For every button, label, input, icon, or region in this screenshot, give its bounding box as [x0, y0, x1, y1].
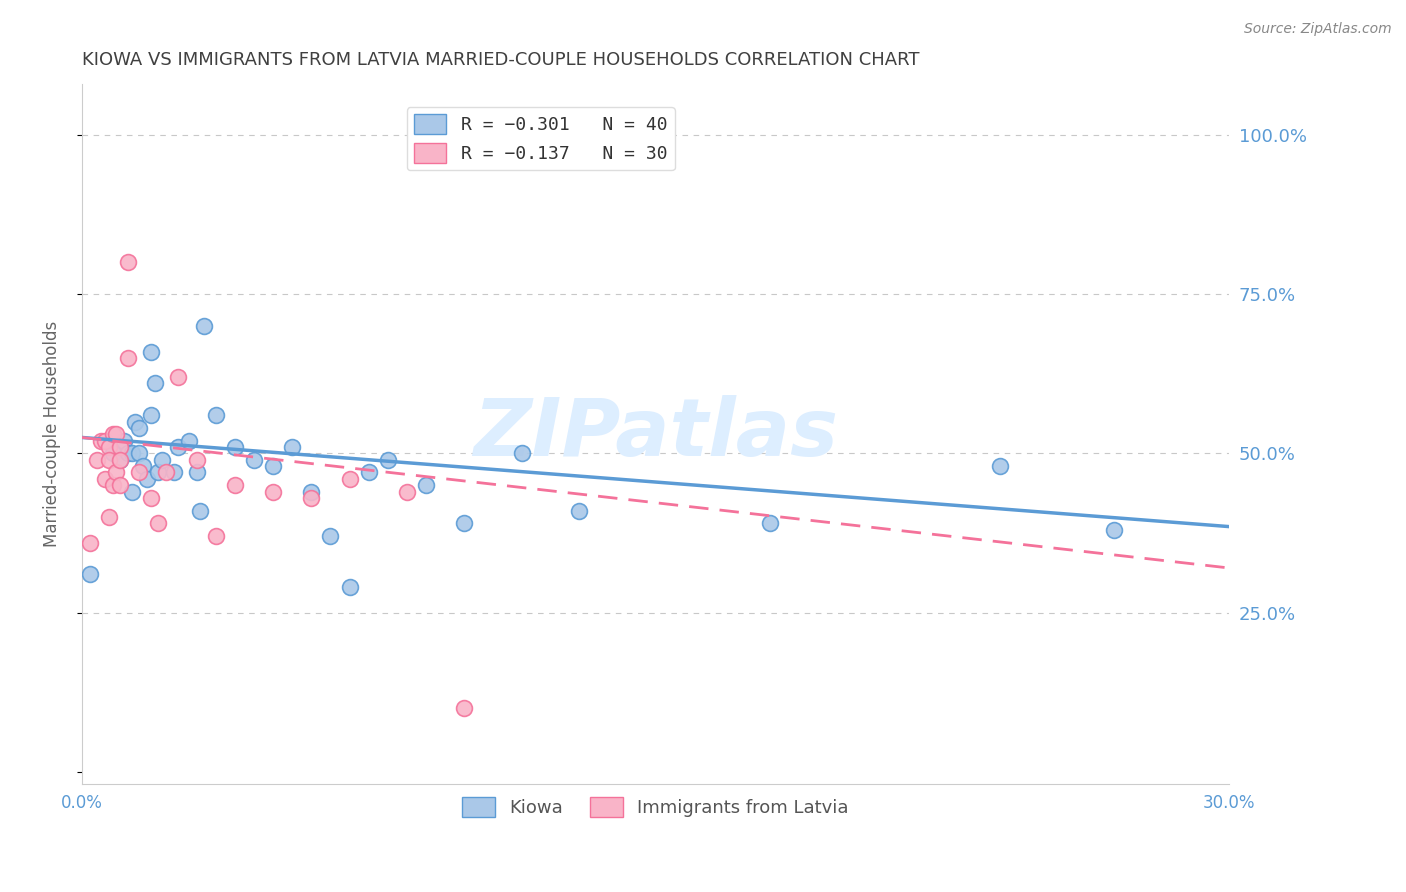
Point: [204, 529, 226, 543]
Point: [90, 434, 112, 448]
Point: [319, 529, 342, 543]
Point: [177, 434, 200, 448]
Point: [759, 516, 782, 531]
Point: [357, 466, 380, 480]
Point: [108, 452, 131, 467]
Point: [108, 452, 131, 467]
Text: Source: ZipAtlas.com: Source: ZipAtlas.com: [1244, 22, 1392, 37]
Point: [262, 484, 284, 499]
Point: [117, 255, 139, 269]
Point: [243, 452, 266, 467]
Point: [166, 370, 188, 384]
Point: [339, 580, 361, 594]
Point: [105, 466, 128, 480]
Point: [101, 427, 124, 442]
Point: [97, 452, 120, 467]
Point: [224, 478, 246, 492]
Point: [139, 408, 162, 422]
Point: [132, 459, 155, 474]
Point: [568, 504, 591, 518]
Point: [128, 446, 150, 460]
Point: [150, 452, 173, 467]
Point: [395, 484, 418, 499]
Point: [163, 466, 186, 480]
Point: [128, 466, 150, 480]
Point: [139, 491, 162, 505]
Point: [299, 484, 322, 499]
Point: [510, 446, 533, 460]
Point: [108, 440, 131, 454]
Point: [94, 472, 117, 486]
Point: [101, 446, 124, 460]
Y-axis label: Married-couple Households: Married-couple Households: [44, 321, 60, 548]
Point: [988, 459, 1011, 474]
Point: [101, 478, 124, 492]
Point: [121, 484, 143, 499]
Text: KIOWA VS IMMIGRANTS FROM LATVIA MARRIED-COUPLE HOUSEHOLDS CORRELATION CHART: KIOWA VS IMMIGRANTS FROM LATVIA MARRIED-…: [82, 51, 920, 69]
Point: [299, 491, 322, 505]
Point: [97, 440, 120, 454]
Point: [121, 446, 143, 460]
Point: [204, 408, 226, 422]
Point: [186, 452, 208, 467]
Point: [108, 478, 131, 492]
Point: [139, 344, 162, 359]
Point: [166, 440, 188, 454]
Point: [79, 535, 101, 549]
Point: [143, 376, 166, 391]
Point: [124, 415, 146, 429]
Point: [148, 466, 170, 480]
Point: [415, 478, 437, 492]
Point: [453, 516, 475, 531]
Point: [128, 421, 150, 435]
Point: [112, 434, 135, 448]
Legend: Kiowa, Immigrants from Latvia: Kiowa, Immigrants from Latvia: [456, 790, 856, 824]
Point: [117, 351, 139, 365]
Point: [193, 319, 215, 334]
Point: [148, 516, 170, 531]
Point: [1102, 523, 1125, 537]
Point: [190, 504, 212, 518]
Point: [281, 440, 304, 454]
Point: [262, 459, 284, 474]
Point: [86, 452, 108, 467]
Point: [136, 472, 159, 486]
Point: [453, 701, 475, 715]
Point: [377, 452, 399, 467]
Point: [105, 427, 128, 442]
Point: [339, 472, 361, 486]
Point: [79, 567, 101, 582]
Point: [186, 466, 208, 480]
Text: ZIPatlas: ZIPatlas: [472, 395, 838, 474]
Point: [155, 466, 177, 480]
Point: [94, 434, 117, 448]
Point: [117, 446, 139, 460]
Point: [224, 440, 246, 454]
Point: [97, 510, 120, 524]
